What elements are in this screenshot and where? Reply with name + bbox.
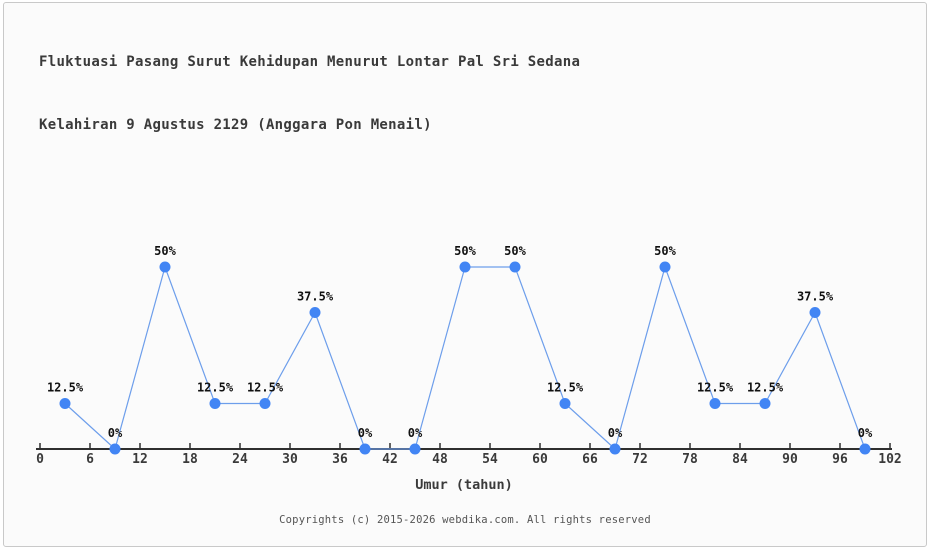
data-point-label: 50% [654, 244, 676, 258]
data-point [809, 307, 821, 318]
x-axis-tick-label: 102 [878, 452, 901, 467]
x-axis-tick-label: 18 [182, 452, 198, 467]
x-axis-tick-label: 96 [832, 452, 848, 467]
x-axis-tick-label: 12 [132, 452, 148, 467]
chart-title-line2: Kelahiran 9 Agustus 2129 (Anggara Pon Me… [39, 117, 432, 133]
x-axis-tick-label: 72 [632, 452, 648, 467]
x-axis-title: Umur (tahun) [415, 477, 513, 493]
data-point [159, 261, 171, 273]
data-point [859, 443, 871, 455]
x-axis-tick-label: 6 [86, 452, 94, 467]
data-point-label: 12.5% [547, 381, 584, 395]
data-point [509, 261, 521, 273]
data-point-label: 50% [154, 244, 176, 258]
data-point [709, 398, 721, 409]
data-point-label: 0% [358, 426, 373, 440]
x-axis-tick-label: 66 [582, 452, 598, 467]
x-axis-tick-label: 0 [36, 452, 44, 467]
data-point-label: 12.5% [47, 381, 84, 395]
data-point-label: 50% [454, 244, 476, 258]
data-point-label: 0% [608, 426, 623, 440]
data-point [309, 307, 321, 318]
chart-frame [3, 2, 927, 547]
data-point-label: 0% [108, 426, 123, 440]
copyright-text: Copyrights (c) 2015-2026 webdika.com. Al… [279, 514, 651, 526]
data-point-label: 37.5% [797, 290, 834, 304]
data-point-label: 37.5% [297, 290, 334, 304]
x-axis-tick-label: 48 [432, 452, 448, 467]
data-point [109, 443, 121, 455]
data-point [559, 398, 571, 409]
chart-title-line1: Fluktuasi Pasang Surut Kehidupan Menurut… [39, 54, 581, 70]
data-point-label: 50% [504, 244, 526, 258]
data-point [409, 443, 421, 455]
x-axis-tick-label: 78 [682, 452, 698, 467]
chart-title: Fluktuasi Pasang Surut Kehidupan Menurut… [39, 10, 580, 178]
data-point [359, 443, 371, 455]
x-axis-tick-label: 60 [532, 452, 548, 467]
x-axis-tick-label: 54 [482, 452, 498, 467]
x-axis-tick-label: 84 [732, 452, 748, 467]
data-point [259, 398, 271, 409]
data-point [759, 398, 771, 409]
x-axis-tick-label: 36 [332, 452, 348, 467]
data-point-label: 12.5% [247, 381, 284, 395]
data-point-label: 0% [408, 426, 423, 440]
data-point-label: 12.5% [747, 381, 784, 395]
data-point-label: 0% [858, 426, 873, 440]
data-point-label: 12.5% [197, 381, 234, 395]
x-axis-tick-label: 24 [232, 452, 248, 467]
data-point [609, 443, 621, 455]
data-point [59, 398, 71, 409]
x-axis-tick-label: 90 [782, 452, 798, 467]
data-point [459, 261, 471, 273]
x-axis-tick-label: 42 [382, 452, 398, 467]
x-axis-tick-label: 30 [282, 452, 298, 467]
data-point [209, 398, 221, 409]
data-point [659, 261, 671, 273]
series-line [64, 265, 866, 451]
data-point-label: 12.5% [697, 381, 734, 395]
